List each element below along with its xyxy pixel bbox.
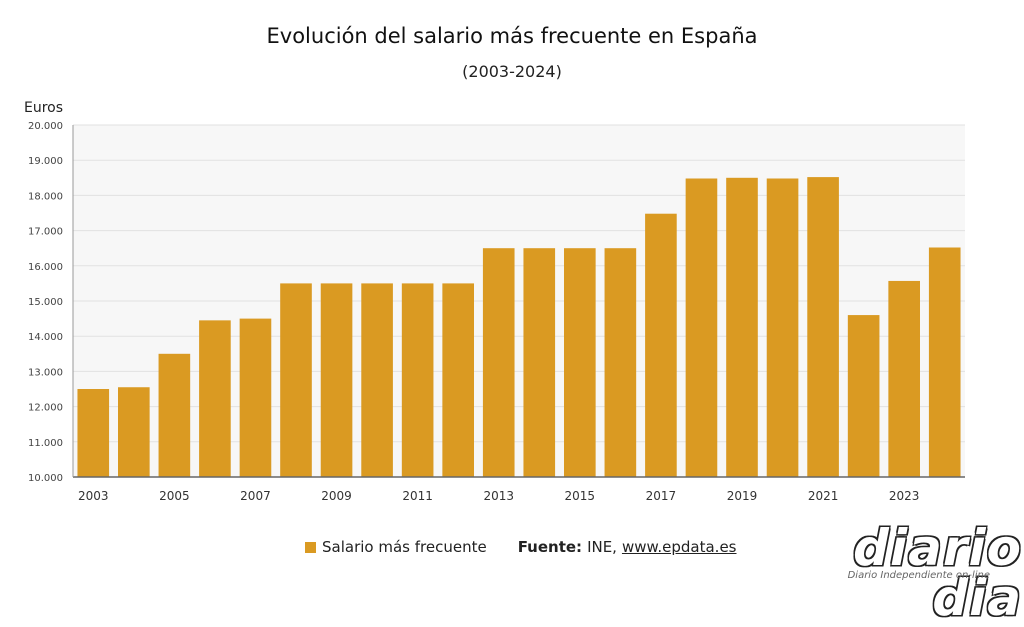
bar-2019[interactable]: [726, 177, 758, 478]
source-link[interactable]: www.epdata.es: [621, 538, 737, 556]
bar-2007[interactable]: [239, 318, 272, 477]
source-text: INE,: [587, 538, 617, 556]
bar-2004[interactable]: [118, 387, 150, 477]
chart-subtitle: (2003-2024): [462, 62, 562, 81]
x-tick-label: 2017: [646, 489, 677, 503]
bar-2020[interactable]: [766, 178, 799, 477]
bar-2012[interactable]: [442, 283, 474, 477]
bar-2021[interactable]: [807, 177, 839, 477]
bar-2009[interactable]: [320, 283, 353, 477]
source-label: Fuente:: [517, 538, 583, 556]
x-tick-label: 2009: [321, 489, 352, 503]
bar-2008[interactable]: [280, 283, 312, 477]
y-tick-label: 14.000: [28, 332, 63, 343]
legend: Salario más frecuente Fuente: INE, www.e…: [305, 538, 737, 556]
bar-2022[interactable]: [847, 315, 880, 477]
y-tick-label: 15.000: [28, 297, 63, 308]
legend-series-label: Salario más frecuente: [322, 538, 487, 556]
bar-2014[interactable]: [523, 248, 556, 477]
y-axis-title: Euros: [24, 100, 63, 116]
x-tick-label: 2023: [889, 489, 920, 503]
bar-2015[interactable]: [564, 248, 596, 477]
x-tick-label: 2021: [808, 489, 839, 503]
x-tick-label: 2013: [483, 489, 514, 503]
x-tick-label: 2003: [78, 489, 109, 503]
y-tick-label: 17.000: [28, 227, 63, 238]
y-tick-label: 20.000: [28, 121, 63, 132]
bar-chart: 10.000 11.000 12.000 13.000 14.000 15.000 16.0…: [24, 100, 965, 503]
chart-title: Evolución del salario más frecuente en E…: [266, 24, 758, 48]
bar-2006[interactable]: [199, 320, 231, 477]
bar-2011[interactable]: [401, 283, 434, 477]
bars: [77, 177, 961, 478]
y-tick-label: 16.000: [28, 262, 63, 273]
logo-tagline: Diario Independiente on-line: [847, 570, 990, 581]
x-tick-label: 2015: [565, 489, 596, 503]
bar-2003[interactable]: [77, 389, 110, 477]
y-tick-label: 11.000: [28, 438, 63, 449]
x-tick-label: 2007: [240, 489, 271, 503]
bar-2005[interactable]: [158, 353, 191, 477]
legend-swatch: [305, 541, 316, 553]
y-tick-label: 12.000: [28, 403, 63, 414]
bar-2013[interactable]: [482, 248, 515, 477]
bar-2010[interactable]: [361, 283, 393, 477]
x-tick-label: 2005: [159, 489, 190, 503]
x-axis-ticks: 2003 2005 2007 2009 2011 2013 2015 2017 2019 2021…: [78, 489, 919, 503]
bar-2023[interactable]: [888, 280, 920, 477]
diario-dia-logo: diario dia Diario Independiente on-line: [794, 523, 1022, 623]
y-tick-label: 10.000: [28, 473, 63, 484]
y-tick-label: 18.000: [28, 191, 63, 202]
y-tick-label: 13.000: [28, 367, 63, 378]
y-axis-ticks: 10.000 11.000 12.000 13.000 14.000 15.000 16.0…: [28, 121, 63, 484]
bar-2024[interactable]: [928, 247, 961, 477]
bar-2017[interactable]: [645, 213, 677, 478]
x-tick-label: 2011: [402, 489, 433, 503]
bar-2018[interactable]: [685, 178, 718, 477]
y-tick-label: 19.000: [28, 156, 63, 167]
bar-2016[interactable]: [604, 248, 637, 477]
x-tick-label: 2019: [727, 489, 758, 503]
